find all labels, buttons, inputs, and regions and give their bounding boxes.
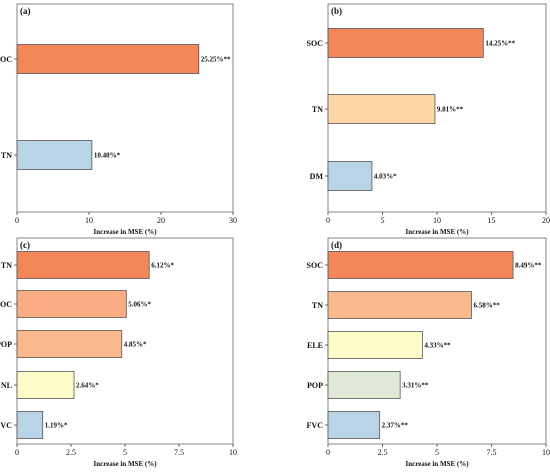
panel-frame bbox=[16, 3, 234, 213]
category-label: SOC bbox=[0, 300, 12, 309]
panel-a: (a) SOC 25.25%** TN 10.40%* 0 10 20 30 Increase i… bbox=[0, 3, 237, 236]
bar-dm bbox=[327, 161, 373, 191]
value-label: 6.12%* bbox=[151, 262, 174, 270]
panel-label: (a) bbox=[20, 6, 31, 16]
x-tick-label: 7.5 bbox=[487, 448, 497, 457]
x-tick-label: 10 bbox=[85, 216, 93, 225]
bar-tn bbox=[327, 94, 436, 124]
x-tick-label: 0 bbox=[326, 448, 330, 457]
panel-b: (b) SOC 14.25%** TN 9.81%** DM 4.03%* 0 5 10 15 20 I… bbox=[307, 3, 550, 236]
value-label: 1.19%* bbox=[45, 422, 68, 430]
x-tick-label: 0 bbox=[326, 216, 330, 225]
panel-c: (c) TN 6.12%* SOC 5.06%* POP 4.85%* NL 2.64%* FVC… bbox=[0, 237, 237, 468]
value-label: 14.25%** bbox=[485, 40, 515, 48]
category-label: FVC bbox=[307, 421, 324, 430]
category-label: SOC bbox=[307, 39, 324, 48]
bar-ele bbox=[327, 331, 423, 359]
x-tick-label: 10 bbox=[229, 448, 237, 457]
x-tick-label: 20 bbox=[542, 216, 550, 225]
bar-tn bbox=[16, 251, 150, 279]
bar-soc bbox=[16, 290, 127, 318]
value-label: 2.37%** bbox=[382, 422, 409, 430]
x-tick-label: 10 bbox=[542, 448, 550, 457]
value-label: 4.85%* bbox=[124, 341, 147, 349]
x-tick-label: 2.5 bbox=[66, 448, 76, 457]
x-tick-label: 0 bbox=[15, 448, 19, 457]
category-label: NL bbox=[1, 381, 12, 390]
category-label: SOC bbox=[0, 55, 12, 64]
x-tick-label: 2.5 bbox=[378, 448, 388, 457]
value-label: 10.40%* bbox=[94, 152, 121, 160]
value-label: 4.33%** bbox=[424, 342, 451, 350]
category-label: POP bbox=[0, 340, 12, 349]
x-axis-label: Increase in MSE (%) bbox=[93, 228, 157, 236]
x-tick-label: 10 bbox=[433, 216, 441, 225]
x-tick-label: 7.5 bbox=[174, 448, 184, 457]
x-tick-label: 30 bbox=[229, 216, 237, 225]
panel-label: (c) bbox=[20, 240, 30, 250]
bar-nl bbox=[16, 371, 75, 399]
category-label: TN bbox=[312, 105, 323, 114]
bar-tn bbox=[16, 140, 93, 170]
panel-d: (d) SOC 8.49%** TN 6.58%** ELE 4.33%** POP 3.31%… bbox=[307, 237, 550, 468]
panel-label: (b) bbox=[331, 6, 342, 16]
x-axis-label: Increase in MSE (%) bbox=[405, 460, 469, 468]
category-label: ELE bbox=[307, 341, 323, 350]
bar-pop bbox=[16, 330, 123, 358]
x-tick-label: 5 bbox=[123, 448, 127, 457]
x-tick-label: 15 bbox=[488, 216, 496, 225]
value-label: 4.03%* bbox=[374, 173, 397, 181]
bar-fvc bbox=[327, 411, 381, 439]
value-label: 5.06%* bbox=[128, 301, 151, 309]
bar-tn bbox=[327, 291, 472, 319]
category-label: TN bbox=[1, 261, 12, 270]
bar-soc bbox=[16, 44, 200, 74]
category-label: POP bbox=[307, 381, 323, 390]
value-label: 2.64%* bbox=[76, 382, 99, 390]
category-label: DM bbox=[310, 172, 324, 181]
category-label: TN bbox=[312, 301, 323, 310]
category-label: TN bbox=[1, 151, 12, 160]
value-label: 6.58%** bbox=[473, 302, 500, 310]
value-label: 3.31%** bbox=[402, 382, 429, 390]
category-label: FVC bbox=[0, 421, 12, 430]
panel-label: (d) bbox=[331, 240, 342, 250]
bar-soc bbox=[327, 251, 514, 279]
x-tick-label: 5 bbox=[435, 448, 439, 457]
x-tick-label: 5 bbox=[381, 216, 385, 225]
x-axis-label: Increase in MSE (%) bbox=[405, 228, 469, 236]
bar-soc bbox=[327, 28, 484, 58]
x-axis-label: Increase in MSE (%) bbox=[93, 460, 157, 468]
value-label: 9.81%** bbox=[437, 106, 464, 114]
bar-pop bbox=[327, 371, 401, 399]
x-tick-label: 20 bbox=[157, 216, 165, 225]
value-label: 25.25%** bbox=[201, 56, 231, 64]
value-label: 8.49%** bbox=[515, 262, 542, 270]
x-tick-label: 0 bbox=[15, 216, 19, 225]
category-label: SOC bbox=[307, 261, 324, 270]
bar-fvc bbox=[16, 411, 44, 439]
